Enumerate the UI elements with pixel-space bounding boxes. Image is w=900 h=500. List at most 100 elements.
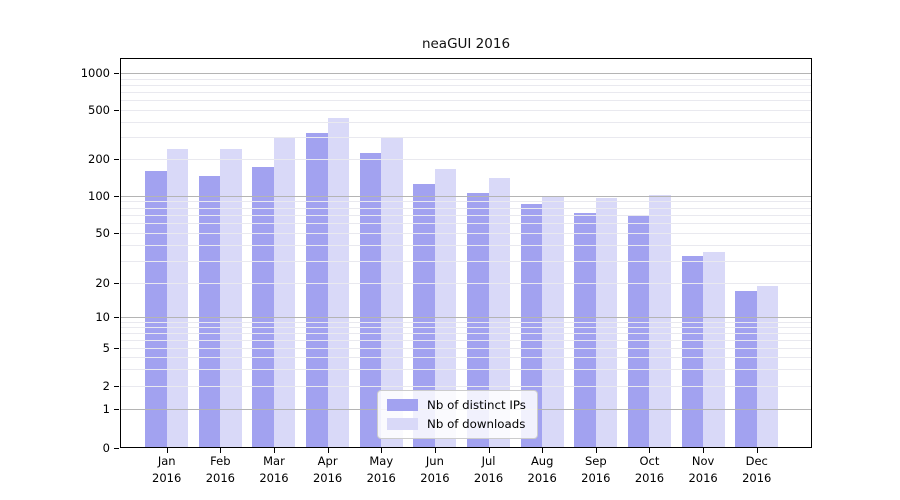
x-tick-label: Nov 2016 [688,454,718,485]
minor-gridline [120,357,812,359]
y-tick-label: 10 [95,310,110,325]
y-tick-label: 20 [95,276,110,291]
minor-gridline [120,283,812,285]
minor-gridline [120,100,812,102]
y-tick-mark [114,348,119,350]
bar-downloads-jan [166,149,189,448]
minor-gridline [120,385,812,387]
y-tick-label: 50 [95,225,110,240]
bar-ips-oct [627,214,650,448]
plot-area [120,58,812,448]
y-tick-label: 1000 [80,66,110,81]
minor-gridline [120,348,812,350]
minor-gridline [120,340,812,342]
x-tick-mark [542,448,544,453]
bar-downloads-mar [273,137,296,448]
x-tick-label: Jan 2016 [152,454,182,485]
x-tick-mark [703,448,705,453]
y-tick-mark [114,195,119,197]
bar-ips-nov [681,255,704,448]
bar-downloads-jun [434,169,457,448]
minor-gridline [120,137,812,139]
bar-ips-mar [252,167,274,448]
x-tick-mark [273,448,275,453]
minor-gridline [120,260,812,262]
bar-downloads-aug [542,195,564,448]
major-gridline [120,73,812,75]
x-tick-mark [756,448,758,453]
x-tick-label: Aug 2016 [527,454,557,485]
x-tick-mark [649,448,651,453]
y-tick-label: 1 [102,401,110,416]
legend-label-downloads: Nb of downloads [427,417,526,431]
bar-ips-feb [198,176,221,448]
bar-downloads-oct [649,194,671,448]
legend-row-distinct-ips: Nb of distinct IPs [387,398,526,412]
y-tick-mark [114,73,119,75]
y-tick-mark [114,283,119,285]
bar-ips-jan [145,170,167,448]
major-gridline [120,317,812,319]
x-tick-mark [381,448,383,453]
bar-ips-aug [520,204,543,448]
major-gridline [120,195,812,197]
bar-ips-sep [574,213,596,448]
bar-downloads-may [381,138,403,448]
y-tick-label: 0 [102,441,110,455]
x-tick-label: Feb 2016 [205,454,235,485]
y-tick-label: 200 [88,152,110,167]
minor-gridline [120,333,812,335]
y-tick-label: 2 [102,378,110,393]
y-tick-label: 500 [88,103,110,118]
minor-gridline [120,207,812,209]
legend-label-distinct-ips: Nb of distinct IPs [427,398,526,412]
y-tick-mark [114,317,119,319]
y-tick-mark [114,408,119,410]
minor-gridline [120,222,812,224]
minor-gridline [120,92,812,94]
x-tick-label: Sep 2016 [581,454,611,485]
bar-ips-jun [413,184,435,448]
minor-gridline [120,321,812,323]
x-tick-label: Mar 2016 [259,454,289,485]
legend: Nb of distinct IPs Nb of downloads [377,390,538,439]
x-tick-label: Jul 2016 [473,454,504,485]
legend-row-downloads: Nb of downloads [387,417,526,431]
x-tick-label: Dec 2016 [742,454,772,485]
chart-title: neaGUI 2016 [421,36,511,52]
minor-gridline [120,85,812,87]
minor-gridline [120,244,812,246]
minor-gridline [120,214,812,216]
bar-downloads-dec [756,285,779,448]
y-tick-mark [114,448,119,449]
minor-gridline [120,201,812,203]
y-tick-mark [114,232,119,234]
x-tick-label: Apr 2016 [312,454,343,485]
x-tick-label: Jun 2016 [420,454,450,485]
legend-swatch-distinct-ips [387,399,418,411]
bar-downloads-nov [703,252,725,448]
x-tick-mark [595,448,597,453]
y-tick-label: 100 [88,188,110,203]
bar-ips-jul [467,193,489,448]
minor-gridline [120,159,812,161]
minor-gridline [120,232,812,234]
minor-gridline [120,121,812,123]
minor-gridline [120,369,812,371]
y-tick-label: 5 [102,341,110,356]
minor-gridline [120,78,812,80]
x-tick-mark [220,448,222,453]
x-tick-mark [488,448,490,453]
y-tick-mark [114,385,119,387]
x-tick-label: May 2016 [366,454,396,485]
minor-gridline [120,110,812,112]
legend-swatch-downloads [387,418,418,430]
x-tick-label: Oct 2016 [634,454,665,485]
minor-gridline [120,327,812,329]
y-tick-mark [114,110,119,112]
y-tick-mark [114,159,119,161]
x-tick-mark [327,448,329,453]
bar-ips-may [359,152,382,448]
x-tick-mark [166,448,168,453]
